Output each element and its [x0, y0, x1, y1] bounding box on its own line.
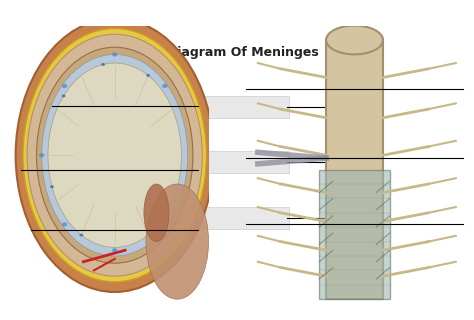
FancyBboxPatch shape — [197, 150, 289, 173]
Ellipse shape — [112, 248, 117, 252]
Ellipse shape — [162, 84, 167, 88]
Ellipse shape — [39, 153, 45, 157]
Ellipse shape — [27, 34, 202, 276]
Ellipse shape — [326, 26, 383, 54]
Ellipse shape — [101, 63, 105, 66]
Ellipse shape — [62, 84, 67, 88]
Ellipse shape — [146, 234, 150, 236]
Ellipse shape — [144, 184, 169, 242]
Bar — [326, 40, 383, 299]
Ellipse shape — [62, 94, 65, 97]
Ellipse shape — [23, 28, 207, 282]
Ellipse shape — [36, 47, 193, 263]
FancyBboxPatch shape — [197, 96, 289, 118]
Bar — [319, 170, 390, 299]
Ellipse shape — [48, 63, 182, 247]
Ellipse shape — [42, 54, 188, 256]
Ellipse shape — [50, 185, 54, 188]
Ellipse shape — [146, 74, 150, 77]
Text: Diagram Of Meninges: Diagram Of Meninges — [167, 46, 319, 59]
Ellipse shape — [112, 52, 118, 57]
Ellipse shape — [62, 222, 67, 227]
Ellipse shape — [80, 234, 83, 236]
FancyBboxPatch shape — [197, 207, 289, 229]
Ellipse shape — [146, 184, 209, 299]
Ellipse shape — [16, 18, 214, 292]
